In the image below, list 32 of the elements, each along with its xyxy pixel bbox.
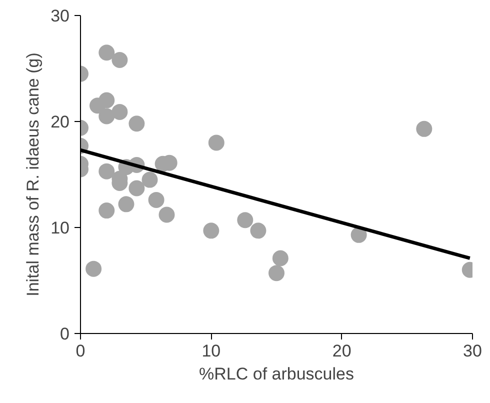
x-axis-title: %RLC of arbuscules	[199, 364, 354, 384]
point	[98, 202, 115, 219]
point	[148, 192, 164, 208]
point	[128, 180, 145, 196]
point	[272, 250, 288, 266]
x-tick-label: 10	[202, 342, 221, 360]
point	[250, 222, 266, 239]
point	[98, 108, 115, 124]
point	[118, 196, 134, 212]
point	[350, 226, 367, 243]
y-tick-label: 30	[50, 6, 70, 26]
x-tick-label: 20	[332, 342, 352, 360]
y-axis-title: Inital mass of R. idaeus cane (g)	[24, 52, 43, 296]
point	[98, 44, 115, 61]
point	[203, 222, 220, 239]
point	[98, 163, 115, 180]
y-tick-label: 0	[60, 324, 70, 344]
point	[208, 134, 224, 151]
x-tick-label: 0	[76, 342, 86, 360]
point	[86, 260, 102, 277]
point	[142, 172, 158, 188]
point	[112, 52, 128, 68]
point	[128, 116, 145, 132]
point	[98, 92, 115, 108]
point	[416, 120, 432, 137]
point	[268, 265, 284, 282]
point	[112, 104, 128, 120]
point	[158, 206, 175, 223]
y-tick-label: 20	[50, 112, 70, 132]
y-tick-label: 10	[50, 218, 70, 238]
x-tick-label: 30	[463, 342, 482, 360]
point	[237, 212, 254, 228]
